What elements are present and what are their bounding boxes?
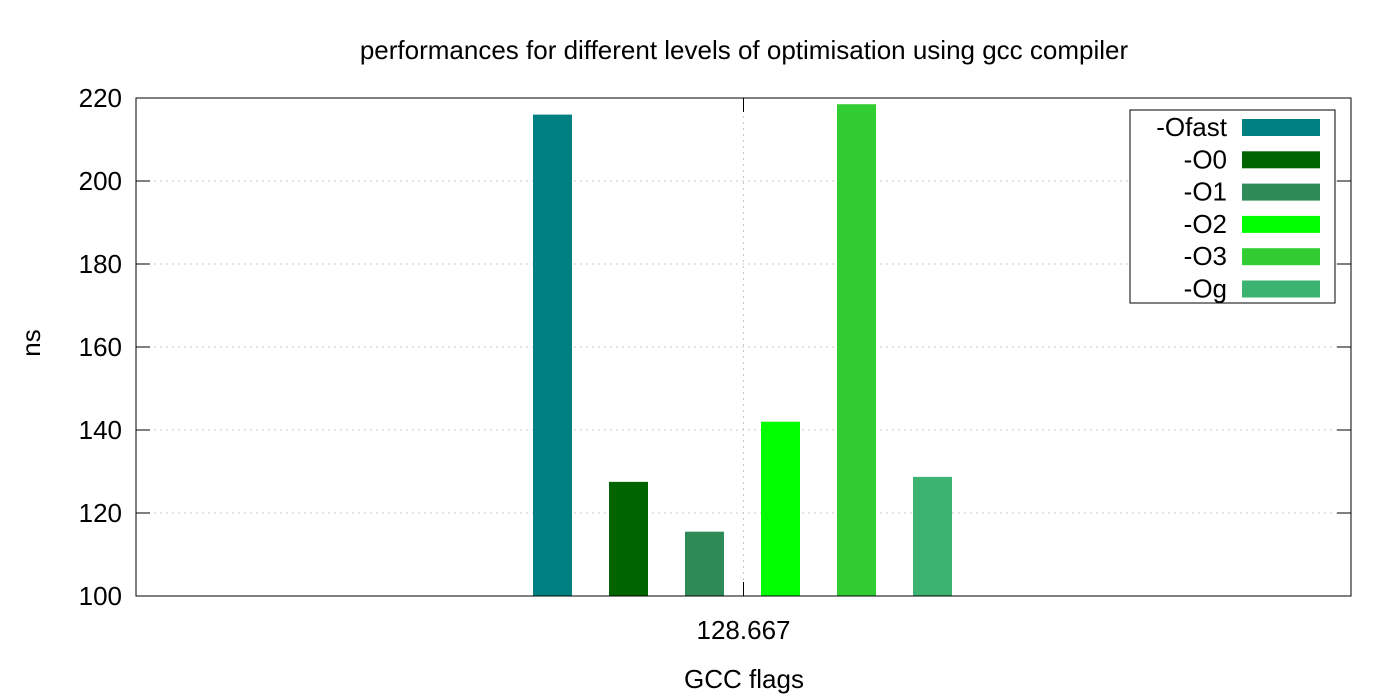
bars [533,104,952,596]
y-tick-label: 120 [79,498,122,528]
y-tick-label: 180 [79,249,122,279]
legend-label: -O1 [1184,177,1227,207]
legend-label: -O2 [1184,209,1227,239]
bar-o3 [837,104,876,596]
legend-label: -Ofast [1156,112,1228,142]
y-tick-label: 100 [79,581,122,611]
legend-box [1129,109,1336,304]
legend-swatch [1242,215,1320,233]
bar-ofast [533,114,572,596]
legend-swatch [1242,183,1320,201]
bar-o0 [609,481,648,596]
y-axis-label: ns [16,329,46,356]
legend-swatch [1242,151,1320,169]
legend-swatch [1242,248,1320,266]
gridlines [136,98,1351,596]
y-tick-label: 200 [79,166,122,196]
bar-o1 [685,531,724,596]
y-tick-label: 220 [79,83,122,113]
y-tick-label: 160 [79,332,122,362]
x-ticks: 128.667 [697,98,791,645]
y-tick-label: 140 [79,415,122,445]
legend-swatch [1242,280,1320,298]
legend-label: -O0 [1184,144,1227,174]
legend-label: -Og [1184,274,1227,304]
x-tick-label: 128.667 [697,615,791,645]
bar-og [913,476,952,596]
x-axis-label: GCC flags [684,664,804,694]
y-ticks: 100 120 140 160 180 200 220 [79,83,1351,611]
legend-swatch [1242,119,1320,136]
bar-o2 [761,421,800,596]
chart-title: performances for different levels of opt… [360,35,1129,65]
legend-label: -O3 [1184,241,1227,271]
legend: -Ofast-O0-O1-O2-O3-Og [1129,109,1336,304]
